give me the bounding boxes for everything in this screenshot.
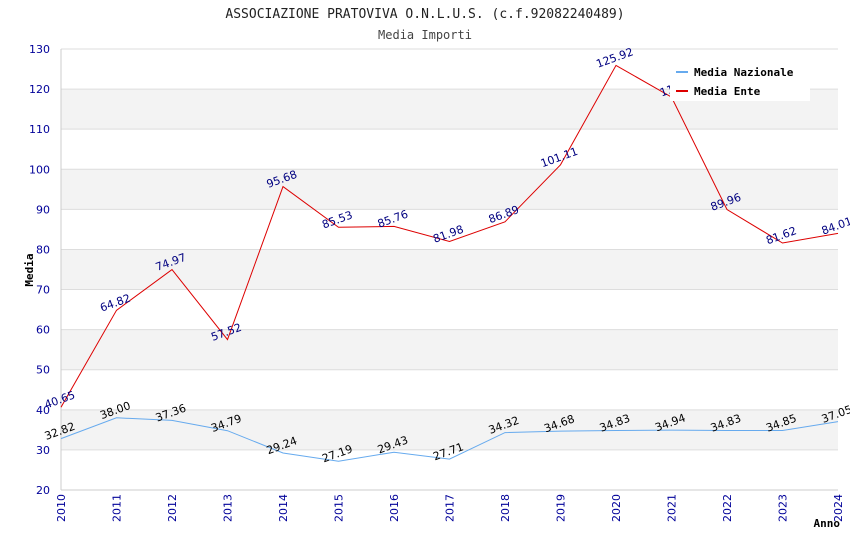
y-tick-label: 90 [36, 203, 50, 216]
x-tick-label: 2019 [555, 494, 568, 522]
y-axis-title: Media [23, 253, 36, 286]
legend-label: Media Ente [694, 85, 761, 98]
x-tick-label: 2020 [610, 494, 623, 522]
x-tick-label: 2021 [666, 494, 679, 522]
plot-band [61, 289, 838, 330]
x-tick-label: 2010 [55, 494, 68, 522]
plot-band [61, 369, 838, 410]
y-tick-label: 40 [36, 404, 50, 417]
series-line [60, 417, 839, 462]
y-tick-label: 20 [36, 484, 50, 497]
y-axis-ticks: 20 30 40 50 60 70 80 90 100 110 120 130 [29, 43, 50, 497]
x-tick-label: 2018 [499, 494, 512, 522]
y-tick-label: 30 [36, 444, 50, 457]
legend-label: Media Nazionale [694, 66, 794, 79]
chart-subtitle: Media Importi [378, 28, 472, 42]
plot-band [61, 209, 838, 250]
plot-band [61, 449, 838, 490]
y-tick-label: 80 [36, 243, 50, 256]
x-tick-label: 2015 [333, 494, 346, 522]
y-tick-label: 100 [29, 163, 50, 176]
plot-band [61, 409, 838, 450]
chart-title: ASSOCIAZIONE PRATOVIVA O.N.L.U.S. (c.f.9… [225, 7, 624, 22]
x-axis-title: Anno [814, 517, 841, 530]
x-tick-label: 2022 [721, 494, 734, 522]
series-lines [60, 64, 839, 462]
plot-background [61, 49, 838, 490]
legend-box [670, 61, 810, 101]
x-tick-label: 2016 [388, 494, 401, 522]
plot-band [61, 329, 838, 370]
plot-band [61, 129, 838, 170]
y-tick-label: 70 [36, 284, 50, 297]
x-tick-label: 2023 [777, 494, 790, 522]
x-tick-label: 2013 [222, 494, 235, 522]
y-tick-label: 50 [36, 364, 50, 377]
x-tick-label: 2024 [832, 494, 845, 522]
y-tick-label: 130 [29, 43, 50, 56]
x-tick-label: 2014 [277, 494, 290, 522]
plot-band [61, 169, 838, 210]
y-tick-label: 60 [36, 324, 50, 337]
x-tick-label: 2017 [444, 494, 457, 522]
axes [60, 49, 838, 491]
x-tick-label: 2011 [111, 494, 124, 522]
x-axis-ticks: 2010 2011 2012 2013 2014 2015 2016 2017 2018 2019… [55, 494, 845, 522]
y-tick-label: 120 [29, 83, 50, 96]
x-tick-label: 2012 [166, 494, 179, 522]
plot-band [61, 249, 838, 290]
y-tick-label: 110 [29, 123, 50, 136]
legend: Media Nazionale Media Ente [670, 61, 810, 101]
series-line [60, 64, 839, 408]
